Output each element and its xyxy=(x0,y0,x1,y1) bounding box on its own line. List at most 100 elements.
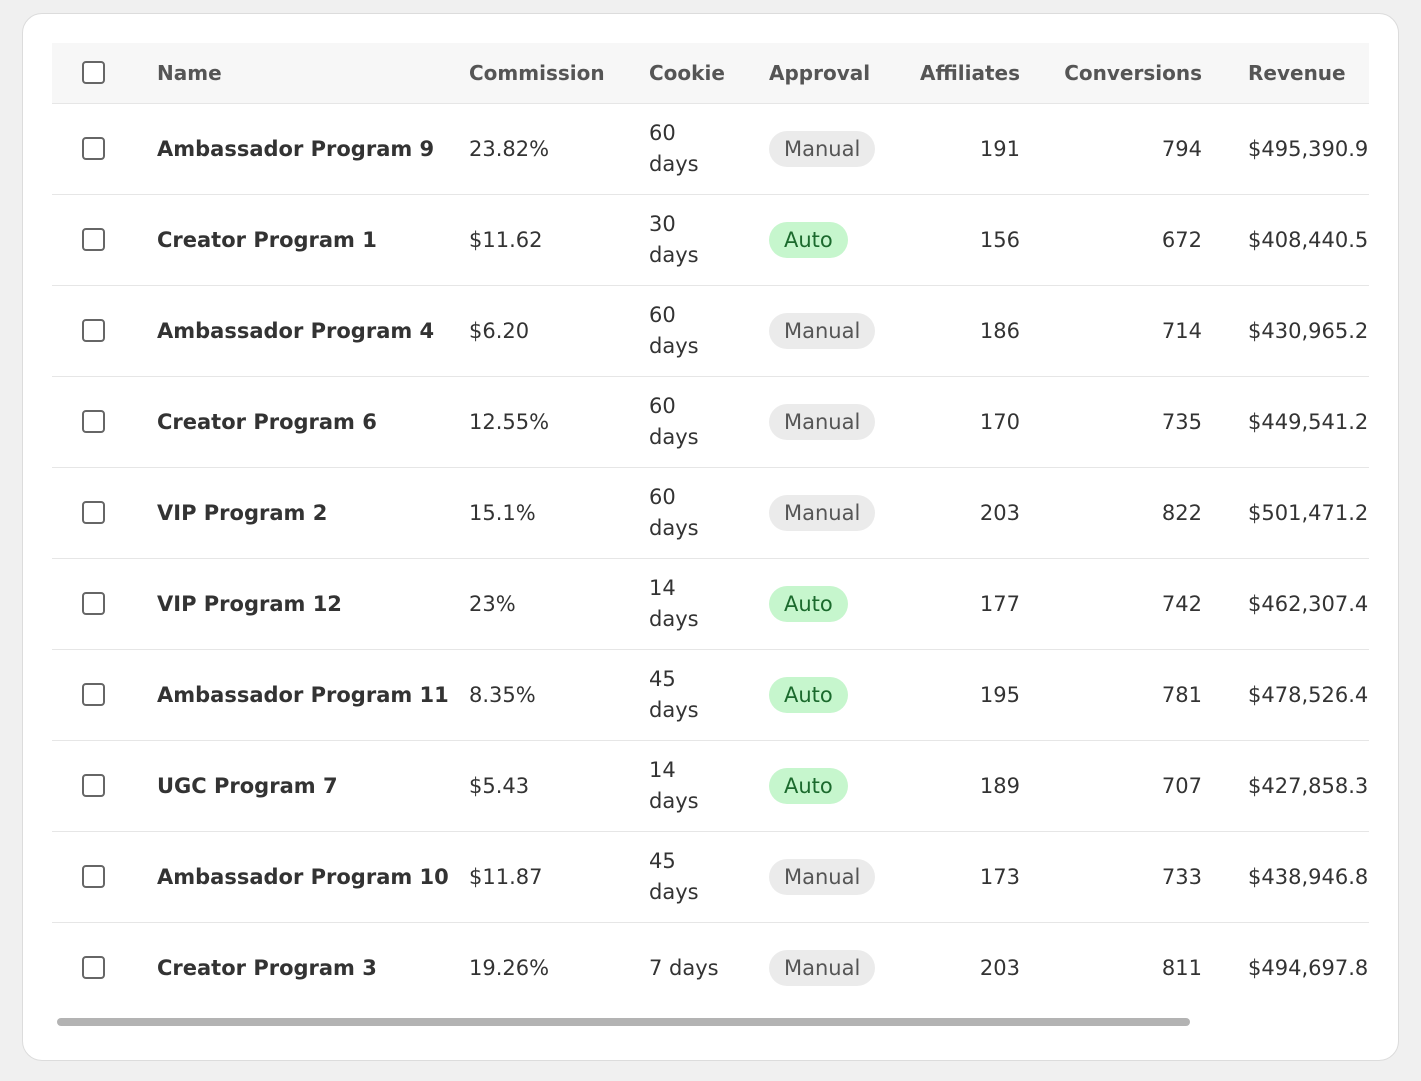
column-header: Name xyxy=(157,61,222,85)
row-checkbox[interactable] xyxy=(82,774,105,797)
row-checkbox[interactable] xyxy=(82,592,105,615)
affiliates: 203 xyxy=(979,501,1020,525)
approval-cell: Manual xyxy=(769,286,899,376)
approval-badge: Manual xyxy=(769,313,876,349)
conversions: 735 xyxy=(1161,410,1202,434)
table-card xyxy=(22,13,1399,1061)
name: UGC Program 7 xyxy=(157,774,338,798)
approval-badge: Manual xyxy=(769,495,876,531)
approval-badge: Manual xyxy=(769,131,876,167)
revenue: $427,858.3 xyxy=(1248,774,1369,798)
approval-cell: Manual xyxy=(769,377,899,467)
name: Creator Program 6 xyxy=(157,410,377,434)
revenue: $501,471.2 xyxy=(1248,501,1369,525)
approval-cell: Auto xyxy=(769,741,899,831)
select-all-checkbox[interactable] xyxy=(82,61,105,84)
row-checkbox[interactable] xyxy=(82,410,105,433)
table-row: Creator Program 3 19.26% 7 days Manual 203 81… xyxy=(52,923,1369,1003)
table-row: VIP Program 2 15.1% 60 days Manual 203 822 $50… xyxy=(52,468,1369,559)
column-header: Revenue xyxy=(1248,61,1346,85)
row-checkbox[interactable] xyxy=(82,319,105,342)
approval-badge: Manual xyxy=(769,404,876,440)
name: VIP Program 12 xyxy=(157,592,342,616)
affiliates: 195 xyxy=(979,683,1020,707)
affiliates: 186 xyxy=(979,319,1020,343)
table-row: UGC Program 7 $5.43 14 days Auto 189 707 $427,… xyxy=(52,741,1369,832)
revenue: $449,541.2 xyxy=(1248,410,1369,434)
affiliates: 173 xyxy=(979,865,1020,889)
name: Ambassador Program 11 xyxy=(157,683,449,707)
commission: $11.62 xyxy=(469,228,543,252)
horizontal-scrollbar[interactable] xyxy=(57,1018,1190,1026)
name: VIP Program 2 xyxy=(157,501,328,525)
conversions: 794 xyxy=(1161,137,1202,161)
name: Ambassador Program 10 xyxy=(157,865,449,889)
affiliates: 203 xyxy=(979,956,1020,980)
approval-badge: Auto xyxy=(769,677,848,713)
table-row: Ambassador Program 10 $11.87 45 days Manual… xyxy=(52,832,1369,923)
name: Creator Program 3 xyxy=(157,956,377,980)
commission: 15.1% xyxy=(469,501,536,525)
row-checkbox[interactable] xyxy=(82,501,105,524)
conversions: 811 xyxy=(1161,956,1202,980)
approval-cell: Manual xyxy=(769,104,899,194)
row-checkbox[interactable] xyxy=(82,865,105,888)
name: Ambassador Program 4 xyxy=(157,319,435,343)
row-checkbox[interactable] xyxy=(82,956,105,979)
conversions: 781 xyxy=(1161,683,1202,707)
affiliates: 189 xyxy=(979,774,1020,798)
affiliates: 191 xyxy=(979,137,1020,161)
commission: 8.35% xyxy=(469,683,536,707)
approval-cell: Auto xyxy=(769,650,899,740)
cookie: 60 days xyxy=(649,303,699,358)
table-row: Ambassador Program 11 8.35% 45 days Auto 195… xyxy=(52,650,1369,741)
revenue: $494,697.8 xyxy=(1248,956,1369,980)
conversions: 822 xyxy=(1161,501,1202,525)
approval-cell: Manual xyxy=(769,832,899,922)
commission: $11.87 xyxy=(469,865,543,889)
table-row: VIP Program 12 23% 14 days Auto 177 742 $462,3… xyxy=(52,559,1369,650)
cookie: 60 days xyxy=(649,394,699,449)
revenue: $430,965.2 xyxy=(1248,319,1369,343)
cookie: 30 days xyxy=(649,212,699,267)
commission: $5.43 xyxy=(469,774,530,798)
cookie: 7 days xyxy=(649,955,719,980)
revenue: $478,526.4 xyxy=(1248,683,1369,707)
commission: 12.55% xyxy=(469,410,550,434)
approval-cell: Auto xyxy=(769,195,899,285)
column-header: Conversions xyxy=(1064,61,1202,85)
column-header: Approval xyxy=(769,61,871,85)
approval-cell: Auto xyxy=(769,559,899,649)
approval-badge: Auto xyxy=(769,222,848,258)
row-checkbox[interactable] xyxy=(82,683,105,706)
column-header: Commission xyxy=(469,61,605,85)
commission: 23% xyxy=(469,592,516,616)
row-checkbox[interactable] xyxy=(82,228,105,251)
approval-cell: Manual xyxy=(769,923,899,1003)
revenue: $438,946.8 xyxy=(1248,865,1369,889)
revenue: $462,307.4 xyxy=(1248,592,1369,616)
cookie: 14 days xyxy=(649,576,699,631)
revenue: $495,390.9 xyxy=(1248,137,1369,161)
commission: 19.26% xyxy=(469,956,550,980)
name: Creator Program 1 xyxy=(157,228,377,252)
approval-cell: Manual xyxy=(769,468,899,558)
affiliates: 177 xyxy=(979,592,1020,616)
cookie: 14 days xyxy=(649,758,699,813)
conversions: 714 xyxy=(1161,319,1202,343)
conversions: 733 xyxy=(1161,865,1202,889)
column-header: Affiliates xyxy=(919,61,1020,85)
approval-badge: Manual xyxy=(769,859,876,895)
cookie: 60 days xyxy=(649,121,699,176)
row-checkbox[interactable] xyxy=(82,137,105,160)
revenue: $408,440.5 xyxy=(1248,228,1369,252)
conversions: 742 xyxy=(1161,592,1202,616)
approval-badge: Auto xyxy=(769,768,848,804)
cookie: 45 days xyxy=(649,667,699,722)
table-row: Creator Program 6 12.55% 60 days Manual 170 7… xyxy=(52,377,1369,468)
table: Name Commission Cookie Approval Affiliates Co… xyxy=(52,43,1369,1003)
conversions: 672 xyxy=(1161,228,1202,252)
conversions: 707 xyxy=(1161,774,1202,798)
name: Ambassador Program 9 xyxy=(157,137,435,161)
